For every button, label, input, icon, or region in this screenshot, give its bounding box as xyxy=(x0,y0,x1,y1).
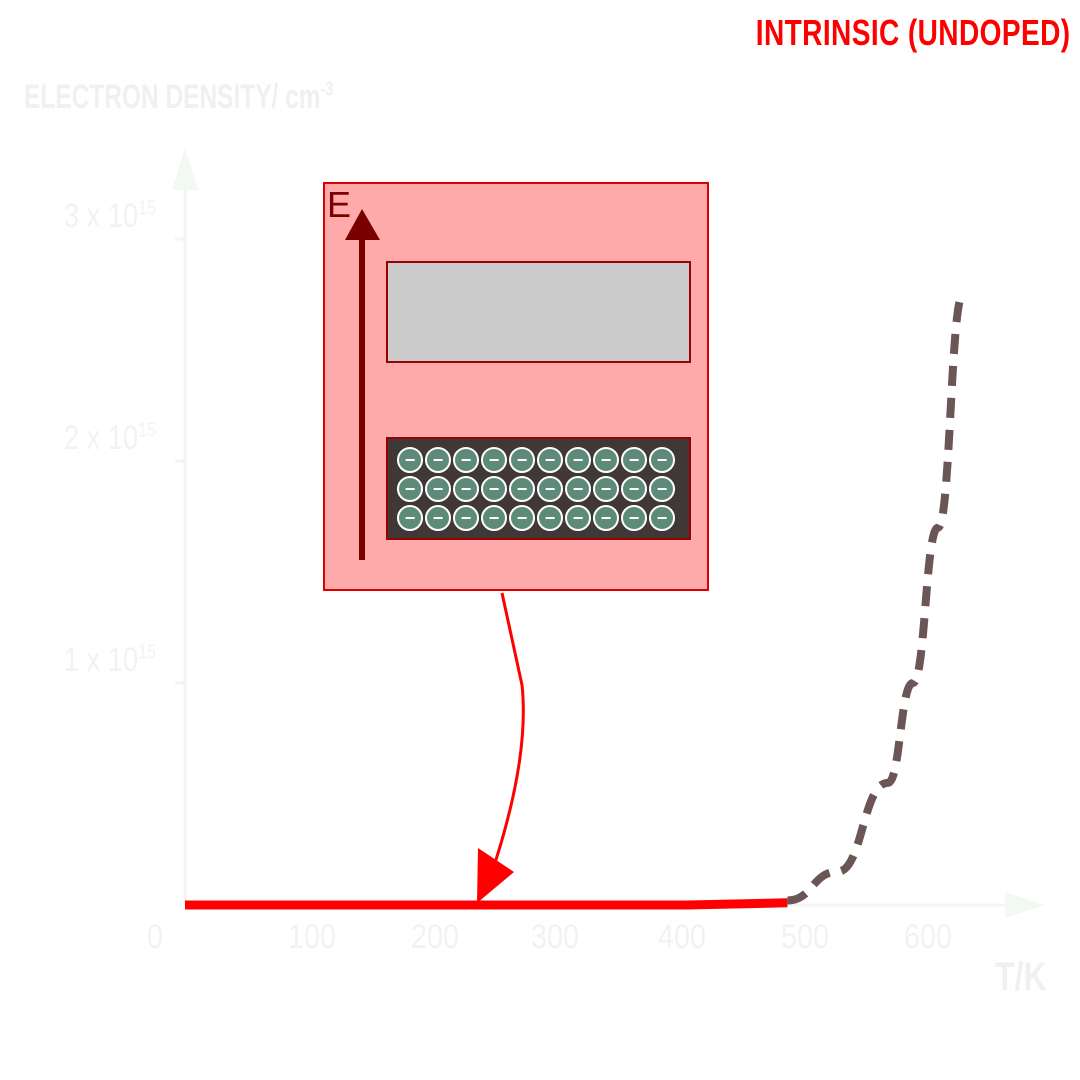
electron-icon: − xyxy=(397,447,423,473)
pointer-arrowhead xyxy=(477,848,514,903)
page-title: INTRINSIC (UNDOPED) xyxy=(755,12,1070,53)
x-tick-label: 500 xyxy=(780,918,830,956)
electron-icon: − xyxy=(481,447,507,473)
electron-icon: − xyxy=(565,476,591,502)
electron-icon: − xyxy=(425,505,451,531)
electron-icon: − xyxy=(593,447,619,473)
energy-axis-label: E xyxy=(327,184,352,225)
electron-icon: − xyxy=(453,505,479,531)
electron-icon: − xyxy=(565,505,591,531)
series-line-solid xyxy=(185,898,788,910)
valence-electrons: − − − − − − − − − − − − − − − − − − − − − − − − − − − − − − xyxy=(397,447,677,534)
electron-icon: − xyxy=(397,476,423,502)
electron-icon: − xyxy=(509,505,535,531)
electron-icon: − xyxy=(649,505,675,531)
electron-icon: − xyxy=(621,447,647,473)
x-axis-arrowhead xyxy=(1005,892,1045,918)
electron-icon: − xyxy=(565,447,591,473)
electron-icon: − xyxy=(649,476,675,502)
electron-icon: − xyxy=(509,447,535,473)
y-tick-label: 1 x 1015 xyxy=(64,641,156,679)
x-axis-label: T/K xyxy=(995,955,1047,999)
x-tick-label: 300 xyxy=(530,918,580,956)
electron-icon: − xyxy=(425,447,451,473)
x-tick-label: 0 xyxy=(146,918,164,956)
electron-icon: − xyxy=(621,505,647,531)
y-axis-label: ELECTRON DENSITY/ cm-3 xyxy=(24,78,333,117)
electron-icon: − xyxy=(453,447,479,473)
electron-icon: − xyxy=(649,447,675,473)
pointer-arrow-line xyxy=(488,592,525,879)
electron-icon: − xyxy=(509,476,535,502)
electron-icon: − xyxy=(481,505,507,531)
electron-icon: − xyxy=(425,476,451,502)
electron-icon: − xyxy=(537,447,563,473)
y-axis-arrowhead xyxy=(172,148,198,190)
x-tick-label: 400 xyxy=(657,918,707,956)
y-tick-label: 2 x 1015 xyxy=(64,419,156,457)
electron-icon: − xyxy=(593,476,619,502)
electron-icon: − xyxy=(537,505,563,531)
y-axis-label-text: ELECTRON DENSITY/ cm xyxy=(24,78,321,116)
electron-icon: − xyxy=(397,505,423,531)
electron-icon: − xyxy=(593,505,619,531)
electron-icon: − xyxy=(621,476,647,502)
x-tick-label: 200 xyxy=(410,918,460,956)
electron-icon: − xyxy=(481,476,507,502)
electron-icon: − xyxy=(537,476,563,502)
y-tick-label: 3 x 1015 xyxy=(64,197,156,235)
series-line-dashed xyxy=(786,290,968,905)
x-tick-label: 100 xyxy=(287,918,337,956)
conduction-band xyxy=(386,261,691,363)
x-tick-label: 600 xyxy=(903,918,953,956)
y-axis-label-exponent: -3 xyxy=(320,78,334,101)
electron-icon: − xyxy=(453,476,479,502)
